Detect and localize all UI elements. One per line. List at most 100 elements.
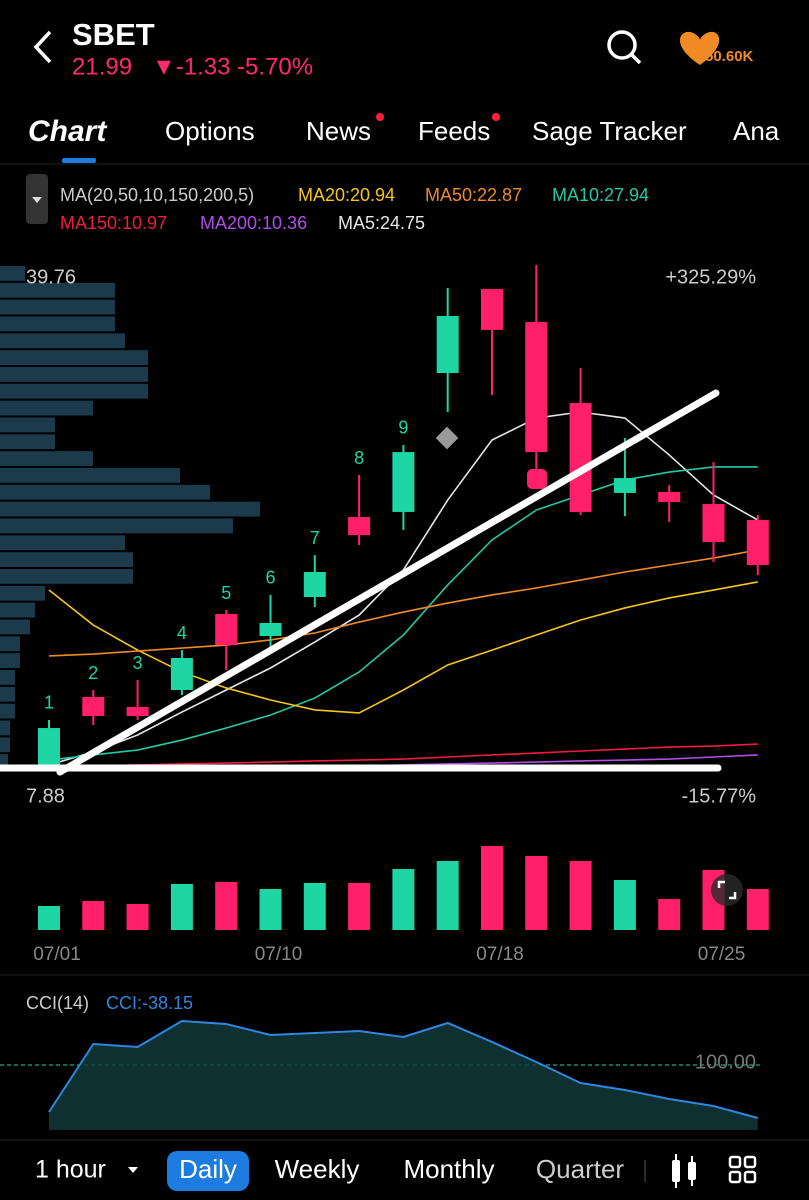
volume-profile-bar (0, 282, 115, 298)
ma-line (48, 549, 758, 657)
volume-bar (215, 882, 238, 930)
ma-value: MA150:10.97 (60, 213, 167, 233)
tab[interactable]: Feeds (418, 116, 490, 146)
volume-bar (303, 883, 326, 930)
ma-value: MA10:27.94 (552, 185, 649, 205)
volume-profile-bar (0, 434, 55, 450)
candle-body (215, 613, 238, 646)
candle-body (126, 706, 149, 716)
candle-body (525, 322, 548, 453)
candle-body (259, 622, 282, 636)
back-button[interactable] (33, 30, 52, 64)
symbol: SBET (72, 17, 155, 52)
candle-body (348, 517, 371, 536)
candle-type-button[interactable] (672, 1154, 696, 1188)
volume-profile-bar (0, 720, 10, 736)
period-button[interactable]: Monthly (403, 1154, 494, 1184)
tab[interactable]: Ana (733, 116, 780, 146)
price: 21.99 (72, 53, 132, 80)
candle-body (613, 478, 636, 493)
volume-profile-bar (0, 501, 260, 517)
volume-bar (126, 904, 149, 930)
price-change: ▼-1.33 (152, 53, 230, 80)
sequence-label: 2 (88, 663, 98, 683)
interval-select[interactable]: 1 hour (35, 1156, 106, 1184)
candle-body (392, 452, 415, 512)
volume-profile-bar (0, 367, 148, 382)
candle-body (481, 289, 503, 330)
layout-button[interactable] (728, 1155, 757, 1184)
followers: 50.60K (705, 48, 754, 65)
marker (527, 469, 547, 489)
ma-label: MA(20,50,10,150,200,5) (60, 185, 254, 205)
volume-bar (38, 906, 60, 930)
cci-line (48, 1019, 759, 1119)
volume-profile-bar (0, 451, 93, 466)
x-tick-label: 07/25 (698, 944, 746, 965)
tab[interactable]: News (306, 116, 371, 146)
sequence-label: 7 (310, 528, 320, 548)
volume-profile-bar (0, 703, 15, 719)
tab[interactable]: Options (165, 116, 255, 146)
ma-value: MA200:10.36 (200, 213, 307, 233)
volume-profile-bar (0, 417, 55, 433)
volume-profile-bar (0, 266, 25, 281)
marker-diamond (435, 426, 459, 450)
tab[interactable]: Sage Tracker (532, 116, 687, 146)
sequence-label: 9 (398, 418, 408, 438)
volume-profile-bar (0, 653, 20, 668)
volume-profile-bar (0, 569, 133, 584)
volume-profile-bar (0, 552, 133, 567)
volume-profile-bar (0, 350, 148, 365)
volume-profile-bar (0, 619, 30, 635)
low-price-label: 7.88 (26, 785, 65, 807)
tab[interactable]: Chart (28, 115, 108, 148)
candle-body (38, 728, 60, 765)
volume-profile-bar (0, 468, 180, 483)
volume-profile-bar (0, 737, 10, 753)
volume-profile-bar (0, 484, 210, 500)
cci-title: CCI(14) (26, 993, 89, 1013)
volume-profile-bar (0, 754, 8, 769)
sequence-label: 8 (354, 448, 364, 468)
follow-icon[interactable] (680, 31, 720, 65)
volume-bar (436, 861, 459, 930)
volume-bar (658, 899, 681, 930)
volume-profile-bar (0, 636, 20, 652)
sequence-label: 1 (44, 693, 54, 713)
search-button[interactable] (607, 30, 642, 65)
volume-bar (481, 846, 503, 930)
period-button[interactable]: Quarter (536, 1154, 624, 1184)
volume-profile-bar (0, 670, 15, 685)
ma-line (48, 466, 758, 761)
x-tick-label: 07/01 (33, 944, 81, 965)
trend-line (56, 389, 720, 776)
ma-value: MA20:20.94 (298, 185, 395, 205)
volume-profile-bar (0, 585, 45, 601)
cci-tick-label: 100.00 (695, 1051, 756, 1073)
volume-profile-bar (0, 400, 93, 416)
ma-line (48, 581, 758, 714)
period-button[interactable]: Daily (179, 1154, 237, 1184)
volume-profile-bar (0, 602, 35, 618)
notification-dot (492, 113, 500, 121)
sequence-label: 6 (265, 568, 275, 588)
volume-profile-bar (0, 383, 148, 399)
volume-bar (613, 880, 636, 930)
high-price-label: 39.76 (26, 266, 76, 288)
volume-profile-bar (0, 535, 125, 551)
candle-body (170, 658, 193, 691)
period-button[interactable]: Weekly (275, 1154, 360, 1184)
volume-profile-bar (0, 316, 115, 332)
expand-icon[interactable] (711, 874, 743, 906)
candle-body (569, 402, 592, 512)
x-tick-label: 07/18 (476, 944, 524, 965)
candle-body (436, 316, 459, 374)
volume-bar (170, 884, 193, 930)
volume-bar (348, 883, 371, 930)
sequence-label: 5 (221, 583, 231, 603)
volume-profile-bar (0, 686, 15, 702)
